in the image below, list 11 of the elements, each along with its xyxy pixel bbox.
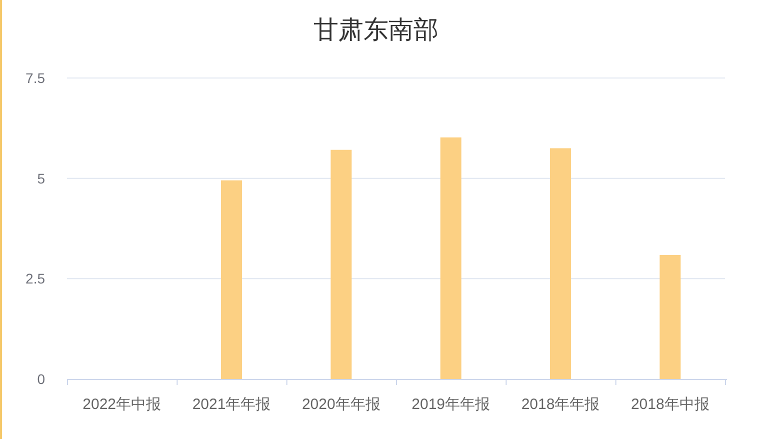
- x-tick-label: 2020年年报: [302, 396, 380, 413]
- x-tick-label: 2018年年报: [521, 396, 600, 413]
- y-tick-label: 2.5: [26, 270, 46, 287]
- x-tick-label: 2018年中报: [630, 396, 710, 413]
- y-tick-label: 0: [37, 371, 46, 387]
- y-tick-label: 7.5: [26, 70, 46, 86]
- x-tick-label: 2021年年报: [192, 396, 271, 413]
- y-tick-label: 5: [37, 170, 46, 186]
- x-tick-label: 2019年年报: [412, 396, 490, 413]
- chart-title: 甘肃东南部: [314, 16, 438, 44]
- x-tick-label: 2022年中报: [82, 396, 162, 413]
